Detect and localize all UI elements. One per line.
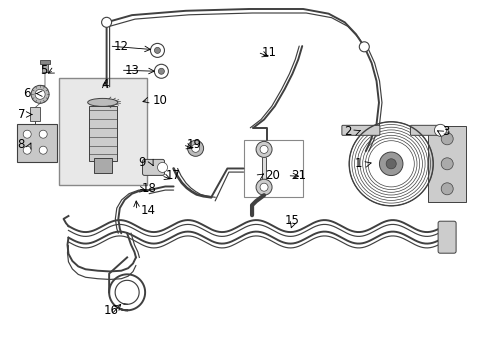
Circle shape [256,141,271,157]
Text: 5: 5 [41,64,48,77]
Text: 9: 9 [138,156,145,169]
Circle shape [187,140,203,156]
Circle shape [154,64,168,78]
Bar [94,158,111,174]
FancyBboxPatch shape [341,125,379,135]
Circle shape [158,68,164,74]
Text: 8: 8 [17,138,24,150]
Circle shape [260,145,267,153]
Circle shape [440,133,452,145]
Text: 4: 4 [101,78,109,91]
Circle shape [433,124,446,136]
Circle shape [256,179,271,195]
Circle shape [102,17,111,27]
Circle shape [260,183,267,191]
Bar [17,124,57,162]
Bar [427,126,465,202]
FancyBboxPatch shape [437,221,455,253]
Circle shape [39,146,47,154]
Text: 15: 15 [285,214,299,227]
Text: 13: 13 [124,64,139,77]
Ellipse shape [87,98,118,107]
Circle shape [150,44,164,57]
Bar [42,62,48,72]
Text: 16: 16 [104,304,119,317]
Bar [59,78,146,185]
Circle shape [386,159,395,169]
Text: 7: 7 [18,108,25,121]
Bar [88,107,117,161]
Circle shape [39,130,47,138]
Bar [40,60,50,64]
Circle shape [154,48,160,53]
Text: 2: 2 [344,125,351,138]
Circle shape [379,152,402,176]
Circle shape [440,183,452,195]
Text: 17: 17 [165,169,180,182]
Circle shape [440,158,452,170]
Bar [243,140,303,197]
Text: 20: 20 [264,169,279,182]
Bar [30,108,40,121]
Circle shape [23,130,31,138]
Circle shape [35,89,45,99]
Text: 14: 14 [141,204,156,217]
Text: 3: 3 [442,125,449,138]
Text: 19: 19 [186,138,202,151]
FancyBboxPatch shape [142,159,164,175]
Text: 18: 18 [142,183,156,195]
Circle shape [157,162,167,172]
Circle shape [359,42,368,52]
Circle shape [191,144,199,152]
Circle shape [23,146,31,154]
FancyBboxPatch shape [409,125,442,135]
Text: 1: 1 [354,157,361,170]
Text: 11: 11 [261,46,276,59]
Text: 10: 10 [152,94,167,107]
Text: 6: 6 [23,87,30,100]
Text: 21: 21 [291,169,306,182]
Text: 12: 12 [113,40,128,53]
Circle shape [31,85,49,103]
